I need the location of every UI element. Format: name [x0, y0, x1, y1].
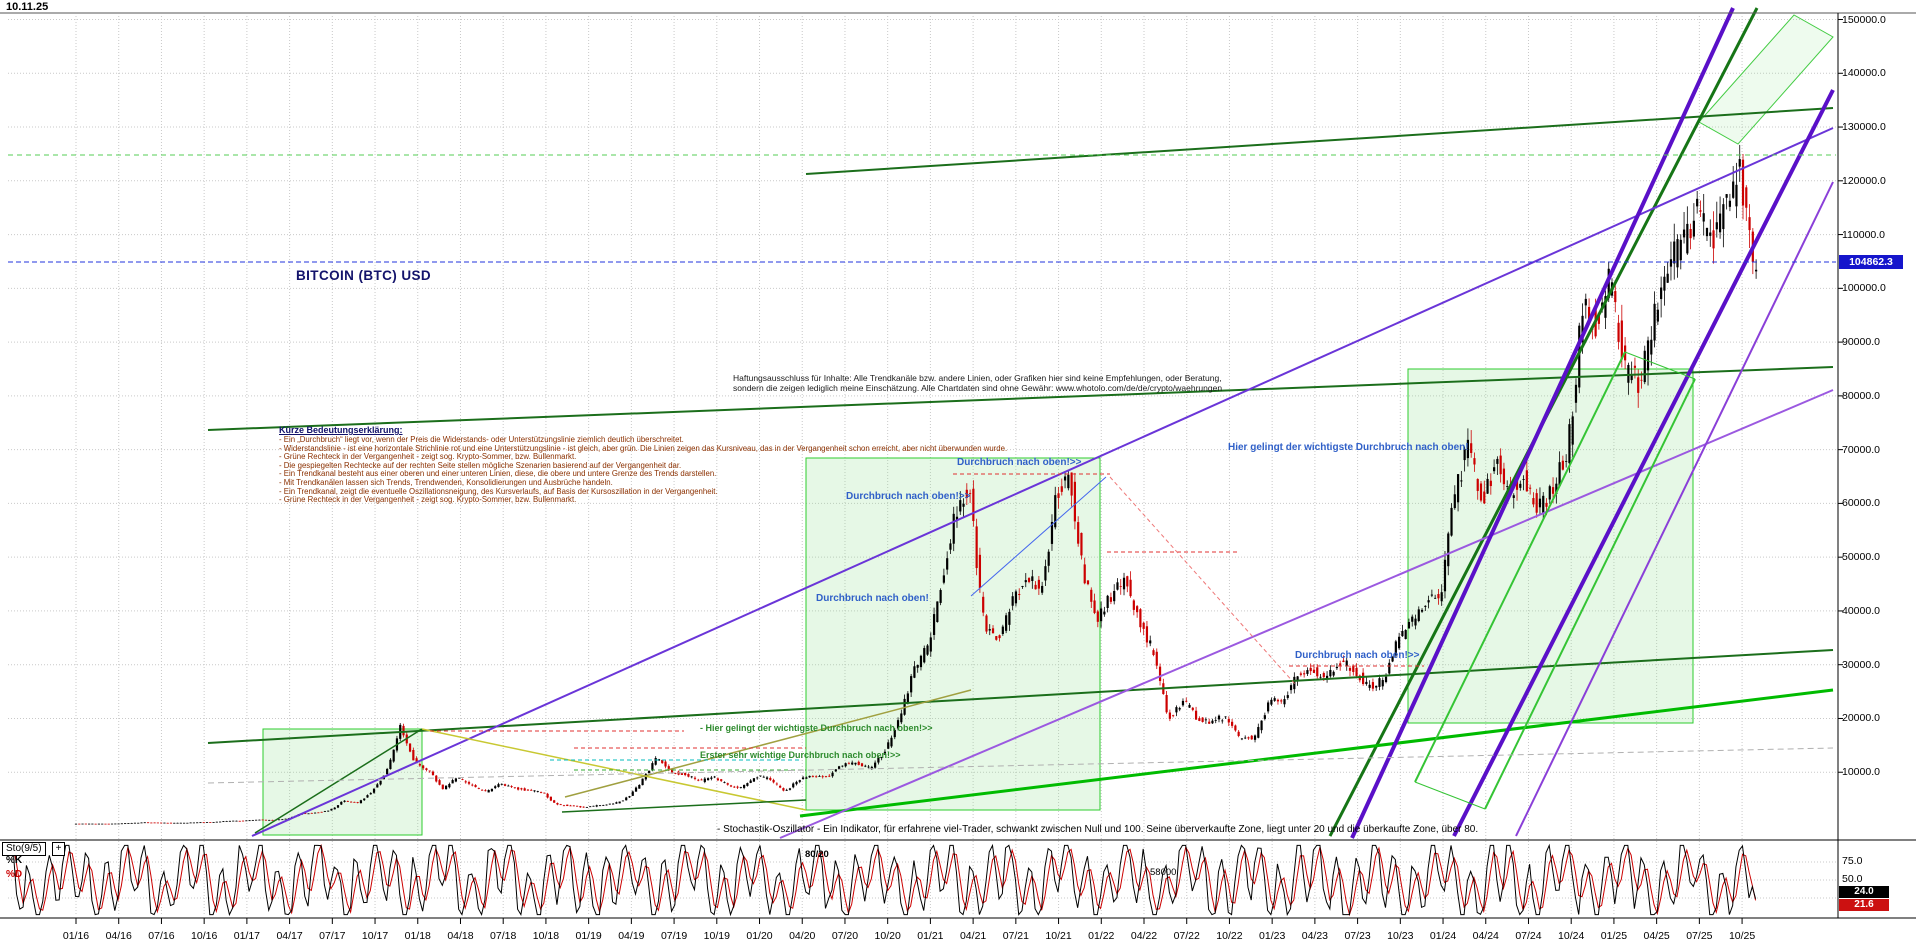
date-axis-label: 07/20 [831, 930, 859, 942]
date-axis-label: 01/21 [917, 930, 944, 942]
page-title: BITCOIN (BTC) USD [296, 268, 432, 283]
legend-line: - Grüne Rechteck in der Vergangenheit - … [279, 452, 577, 462]
date-axis-label: 10/23 [1387, 930, 1414, 942]
legend-line: - Widerstandslinie - ist eine horizontal… [279, 443, 1008, 453]
oscillator-name-button[interactable]: Sto(9/5) [2, 842, 46, 856]
price-axis-label: 40000.0 [1842, 604, 1880, 617]
date-axis-label: 10/16 [191, 930, 218, 942]
date-axis-label: 10/22 [1216, 930, 1243, 942]
disclaimer: Haftungsausschluss für Inhalte: Alle Tre… [733, 373, 1222, 393]
date-axis-label: 04/24 [1472, 930, 1499, 942]
price-axis-label: 70000.0 [1842, 443, 1880, 456]
chart-annotation: Durchbruch nach oben!>> [1295, 650, 1420, 661]
oscillator-add-button[interactable]: + [52, 842, 65, 856]
osc-level-75-label: 75.0 [1842, 855, 1863, 867]
legend-line: - Ein Trendkanal besteht aus einer obere… [279, 469, 717, 479]
date-axis-label: 01/23 [1259, 930, 1286, 942]
current-price-badge: 104862.3 [1839, 255, 1903, 269]
date-axis-label: 10/17 [361, 930, 389, 942]
date-axis-label: 07/23 [1344, 930, 1371, 942]
chart-annotation: Hier gelingt der wichtigste Durchbruch n… [1228, 442, 1469, 453]
chart-annotation: Durchbruch nach oben!>> [846, 491, 971, 502]
date-axis-label: 10/24 [1558, 930, 1585, 942]
price-axis-label: 50000.0 [1842, 551, 1880, 564]
legend-line: - Die gespiegelten Rechtecke auf der rec… [279, 460, 682, 470]
trend-lines [8, 7, 1836, 839]
price-axis-label: 150000.0 [1842, 13, 1886, 26]
price-axis-label: 90000.0 [1842, 336, 1880, 349]
price-axis-label: 100000.0 [1842, 282, 1886, 295]
date-axis-label: 10/18 [532, 930, 560, 942]
frame [0, 12, 1916, 924]
grid [8, 16, 1836, 916]
date-axis-label: 04/23 [1301, 930, 1329, 942]
stochastic-description: - Stochastik-Oszillator - Ein Indikator,… [717, 824, 1479, 835]
price-axis-label: 130000.0 [1842, 121, 1886, 134]
price-axis-label: 20000.0 [1842, 712, 1880, 725]
chart-annotation: Durchbruch nach oben! [816, 593, 929, 604]
legend-block: Kürze Bedeutungserklärung: - Ein „Durchb… [279, 425, 1007, 505]
osc-k-value-badge: 24.0 [1839, 886, 1889, 898]
chart-date: 10.11.25 [6, 1, 49, 13]
disclaimer-line1: Haftungsausschluss für Inhalte: Alle Tre… [733, 373, 1222, 383]
osc-level-50-label: 50.0 [1842, 873, 1863, 885]
legend-line: - Grüne Rechteck in der Vergangenheit - … [279, 495, 577, 505]
date-axis-label: 01/20 [746, 930, 773, 942]
date-axis-label: 10/20 [874, 930, 901, 942]
stochastic-oscillator [9, 843, 1757, 917]
osc-d-value-badge: 21.6 [1839, 899, 1889, 911]
chart-annotation: Erster sehr wichtige Durchbruch nach obe… [700, 750, 901, 760]
date-axis-label: 01/18 [404, 930, 431, 942]
price-axis-label: 60000.0 [1842, 497, 1880, 510]
date-axis-label: 07/21 [1002, 930, 1029, 942]
date-axis-label: 04/19 [618, 930, 645, 942]
price-axis-label: 30000.0 [1842, 658, 1880, 671]
percent-d-label: %D [6, 869, 23, 880]
legend-line: - Ein Trendkanal, zeigt die eventuelle O… [279, 486, 718, 496]
osc-extra-label: 58000 [1150, 867, 1177, 878]
percent-k-label: %K [6, 855, 23, 866]
price-axis-label: 10000.0 [1842, 766, 1880, 779]
price-axis-label: 140000.0 [1842, 67, 1886, 80]
date-axis-label: 07/22 [1173, 930, 1200, 942]
date-axis-label: 07/24 [1515, 930, 1542, 942]
date-axis-label: 10/25 [1728, 930, 1756, 942]
date-axis-label: 04/17 [276, 930, 303, 942]
chart-annotation: Durchbruch nach oben!>> [957, 457, 1082, 468]
legend-title: Kürze Bedeutungserklärung: [279, 425, 403, 435]
date-axis-label: 07/25 [1686, 930, 1713, 942]
date-axis-label: 01/25 [1600, 930, 1628, 942]
date-axis-label: 04/22 [1130, 930, 1158, 942]
date-axis-label: 04/21 [959, 930, 987, 942]
date-axis-label: 01/24 [1429, 930, 1457, 942]
date-axis-label: 07/19 [660, 930, 688, 942]
date-axis-label: 01/22 [1088, 930, 1115, 942]
price-axis-label: 120000.0 [1842, 174, 1886, 187]
date-axis-label: 04/20 [789, 930, 816, 942]
date-axis-label: 10/19 [703, 930, 730, 942]
date-axis-label: 01/17 [233, 930, 261, 942]
disclaimer-line2: sondern die zeigen lediglich meine Einsc… [733, 383, 1223, 393]
legend-line: - Mit Trendkanälen lassen sich Trends, T… [279, 477, 613, 487]
date-axis-label: 07/16 [148, 930, 175, 942]
date-axis-label: 10/21 [1045, 930, 1072, 942]
date-axis-label: 04/16 [105, 930, 132, 942]
legend-lines: - Ein „Durchbruch“ liegt vor, wenn der P… [279, 435, 1008, 505]
date-axis-label: 04/18 [447, 930, 474, 942]
date-axis-label: 01/19 [575, 930, 602, 942]
date-axis-label: 01/16 [62, 930, 90, 942]
candlestick-series [74, 144, 1758, 825]
osc-zone-label: 80/20 [805, 849, 829, 860]
date-axis-label: 07/18 [490, 930, 517, 942]
bull-market-zones [262, 14, 1834, 836]
date-axis-label: 07/17 [319, 930, 346, 942]
price-axis-label: 80000.0 [1842, 389, 1880, 402]
chart-annotation: - Hier gelingt der wichtigste Durchbruch… [700, 723, 933, 733]
date-axis-label: 04/25 [1643, 930, 1670, 942]
price-axis-label: 110000.0 [1842, 228, 1886, 241]
legend-line: - Ein „Durchbruch“ liegt vor, wenn der P… [279, 435, 684, 444]
